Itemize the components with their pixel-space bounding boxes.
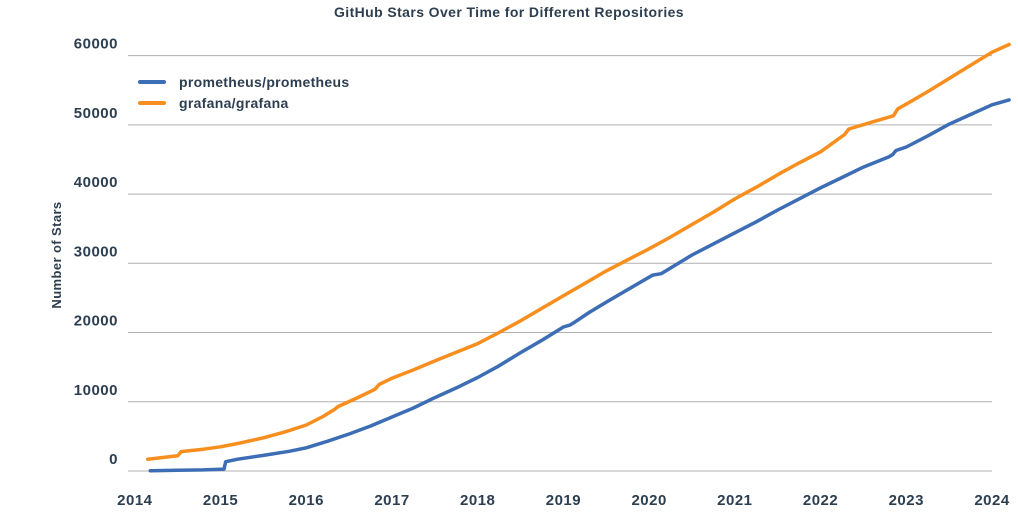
y-tick-label-20000: 20000 [74,313,118,330]
legend-item-grafana: grafana/grafana [138,94,349,111]
y-tick-label-0: 0 [109,451,118,468]
y-tick-label-30000: 30000 [74,243,118,260]
y-tick-label-50000: 50000 [74,105,118,122]
x-tick-label-2023: 2023 [889,492,924,509]
legend-line-swatch-prometheus [138,79,166,84]
x-tick-label-2016: 2016 [289,492,324,509]
y-tick-label-10000: 10000 [74,382,118,399]
legend-line-swatch-grafana [138,100,166,105]
y-tick-label-40000: 40000 [74,174,118,191]
x-tick-label-2017: 2017 [374,492,409,509]
x-tick-label-2018: 2018 [460,492,495,509]
x-tick-label-2020: 2020 [631,492,666,509]
legend-label-prometheus: prometheus/prometheus [179,73,350,90]
legend: prometheus/prometheus grafana/grafana [138,73,350,111]
chart-title: GitHub Stars Over Time for Different Rep… [334,4,684,20]
legend-label-grafana: grafana/grafana [179,94,289,111]
legend-item-prometheus: prometheus/prometheus [138,73,350,90]
y-tick-label-60000: 60000 [74,36,118,53]
x-tick-label-2019: 2019 [546,492,581,509]
x-tick-label-2021: 2021 [717,492,752,509]
x-tick-label-2014: 2014 [117,492,153,509]
x-tick-label-2022: 2022 [803,492,838,509]
series-line-prometheus [148,98,1011,473]
x-tick-label-2015: 2015 [203,492,238,509]
x-tick-label-2024: 2024 [974,492,1010,509]
series-line-grafana [145,42,1011,461]
